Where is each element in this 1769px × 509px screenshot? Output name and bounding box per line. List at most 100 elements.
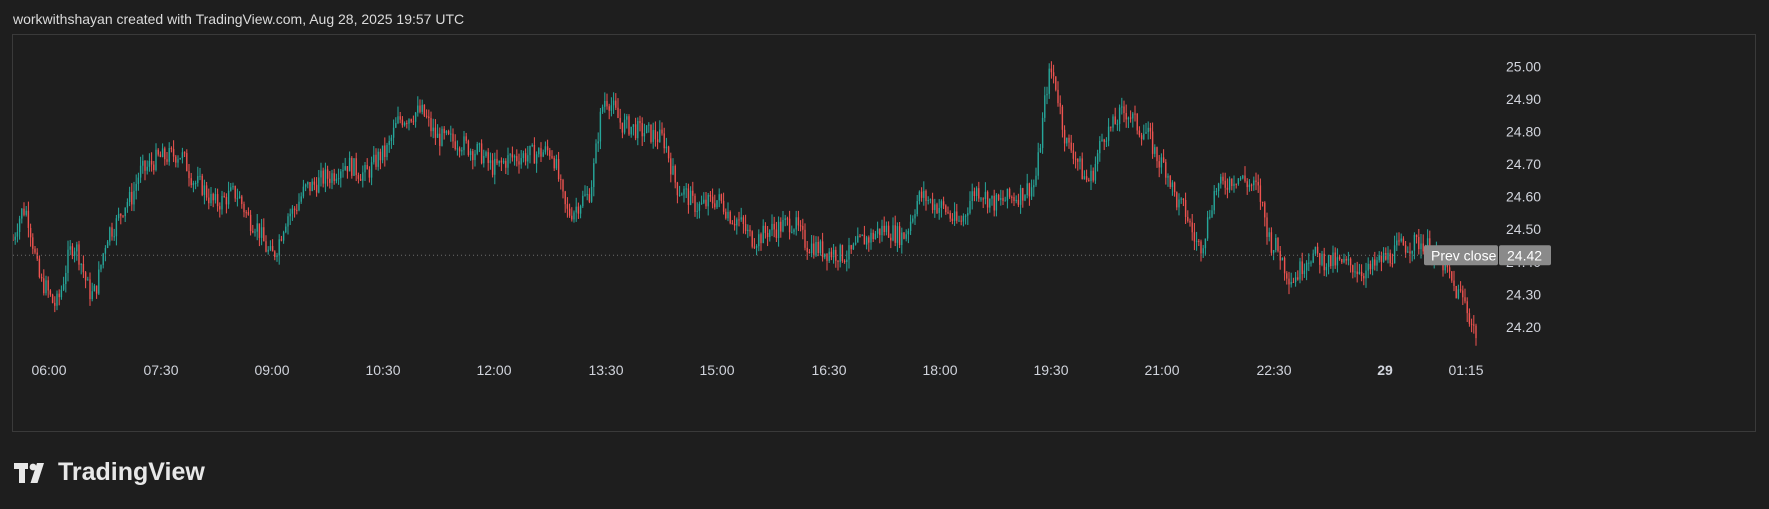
candle-down	[788, 218, 791, 233]
candle-up	[1145, 132, 1147, 134]
candle-down	[1292, 281, 1295, 283]
candle-down	[346, 166, 349, 172]
candle-down	[1363, 276, 1365, 279]
candle-up	[555, 159, 558, 169]
candle-down	[773, 223, 775, 230]
candle-up	[102, 253, 104, 265]
candle-up	[304, 184, 307, 187]
candle-up	[1046, 93, 1048, 96]
candle-up	[76, 244, 78, 252]
candle-down	[524, 153, 527, 162]
candle-down	[43, 278, 45, 294]
candle-down	[956, 211, 958, 221]
candle-up	[689, 190, 692, 205]
candle-up	[441, 128, 443, 146]
time-tick-label: 29	[1377, 362, 1393, 378]
candle-up	[824, 253, 826, 258]
candle-up	[762, 225, 764, 244]
candle-down	[850, 245, 852, 250]
candle-down	[1475, 325, 1477, 339]
candle-up	[287, 216, 289, 227]
candle-up	[392, 127, 395, 138]
candle-down	[1389, 252, 1391, 264]
candle-up	[597, 141, 599, 144]
candle-down	[799, 225, 802, 227]
candle-down	[322, 170, 324, 184]
candle-up	[1358, 271, 1361, 275]
candle-down	[13, 239, 14, 241]
candle-down	[1224, 180, 1226, 188]
candle-up	[135, 183, 137, 191]
candle-up	[1332, 252, 1334, 266]
candle-down	[1017, 199, 1020, 205]
candle-up	[106, 241, 109, 249]
candle-down	[258, 223, 261, 238]
candle-down	[1070, 142, 1072, 151]
candle-up	[1303, 270, 1306, 275]
candle-up	[115, 218, 118, 237]
candle-up	[142, 160, 144, 166]
candle-up	[1000, 198, 1002, 200]
candle-up	[927, 199, 929, 201]
candle-down	[1198, 240, 1200, 242]
candle-down	[516, 156, 518, 162]
candle-up	[463, 136, 465, 151]
candle-up	[929, 199, 932, 201]
candle-up	[1411, 250, 1413, 254]
candle-down	[241, 196, 243, 205]
candle-down	[1061, 106, 1064, 130]
candle-up	[300, 196, 302, 202]
candle-up	[1147, 127, 1149, 133]
candle-down	[412, 121, 415, 123]
candle-up	[1116, 123, 1119, 125]
candle-up	[1099, 140, 1101, 154]
candle-up	[1180, 198, 1182, 200]
candle-down	[379, 151, 382, 161]
candle-down	[551, 156, 553, 158]
candle-up	[531, 144, 533, 146]
candle-up	[782, 219, 784, 232]
candle-down	[205, 185, 208, 198]
candle-down	[1415, 234, 1418, 238]
candle-down	[1002, 198, 1004, 201]
candle-up	[593, 163, 595, 187]
candle-up	[494, 158, 496, 175]
candle-down	[1422, 243, 1424, 252]
candle-down	[945, 205, 947, 213]
candle-up	[771, 223, 773, 231]
candle-up	[21, 208, 23, 219]
candle-down	[34, 248, 36, 253]
candle-down	[333, 173, 335, 182]
candle-up	[791, 231, 793, 233]
candle-up	[267, 249, 269, 252]
candle-down	[309, 182, 311, 191]
candle-down	[661, 129, 663, 134]
candle-down	[216, 194, 219, 207]
candle-up	[665, 146, 668, 149]
candle-down	[566, 204, 569, 209]
candle-up	[958, 220, 960, 222]
candlestick-chart[interactable]: 25.0024.9024.8024.7024.6024.5024.4024.30…	[13, 35, 1755, 431]
prev-close-badge: Prev close 24.42	[1424, 245, 1551, 266]
candle-down	[1257, 182, 1259, 186]
brand-footer[interactable]: TradingView	[14, 458, 205, 487]
candle-down	[359, 178, 362, 181]
candle-up	[377, 151, 379, 167]
candle-up	[1112, 116, 1114, 128]
candle-down	[329, 178, 331, 183]
candle-up	[1039, 147, 1042, 153]
candle-up	[62, 284, 65, 290]
candle-up	[940, 201, 943, 208]
candle-down	[1266, 217, 1268, 237]
candle-up	[285, 226, 287, 233]
candle-down	[423, 104, 426, 116]
candle-up	[909, 221, 912, 232]
candle-up	[1312, 253, 1314, 263]
candle-up	[1096, 153, 1099, 165]
candle-down	[1246, 181, 1248, 188]
candle-down	[1189, 220, 1191, 223]
candle-up	[45, 280, 47, 294]
candle-up	[483, 155, 485, 164]
candle-down	[725, 211, 727, 219]
candle-up	[538, 148, 540, 155]
